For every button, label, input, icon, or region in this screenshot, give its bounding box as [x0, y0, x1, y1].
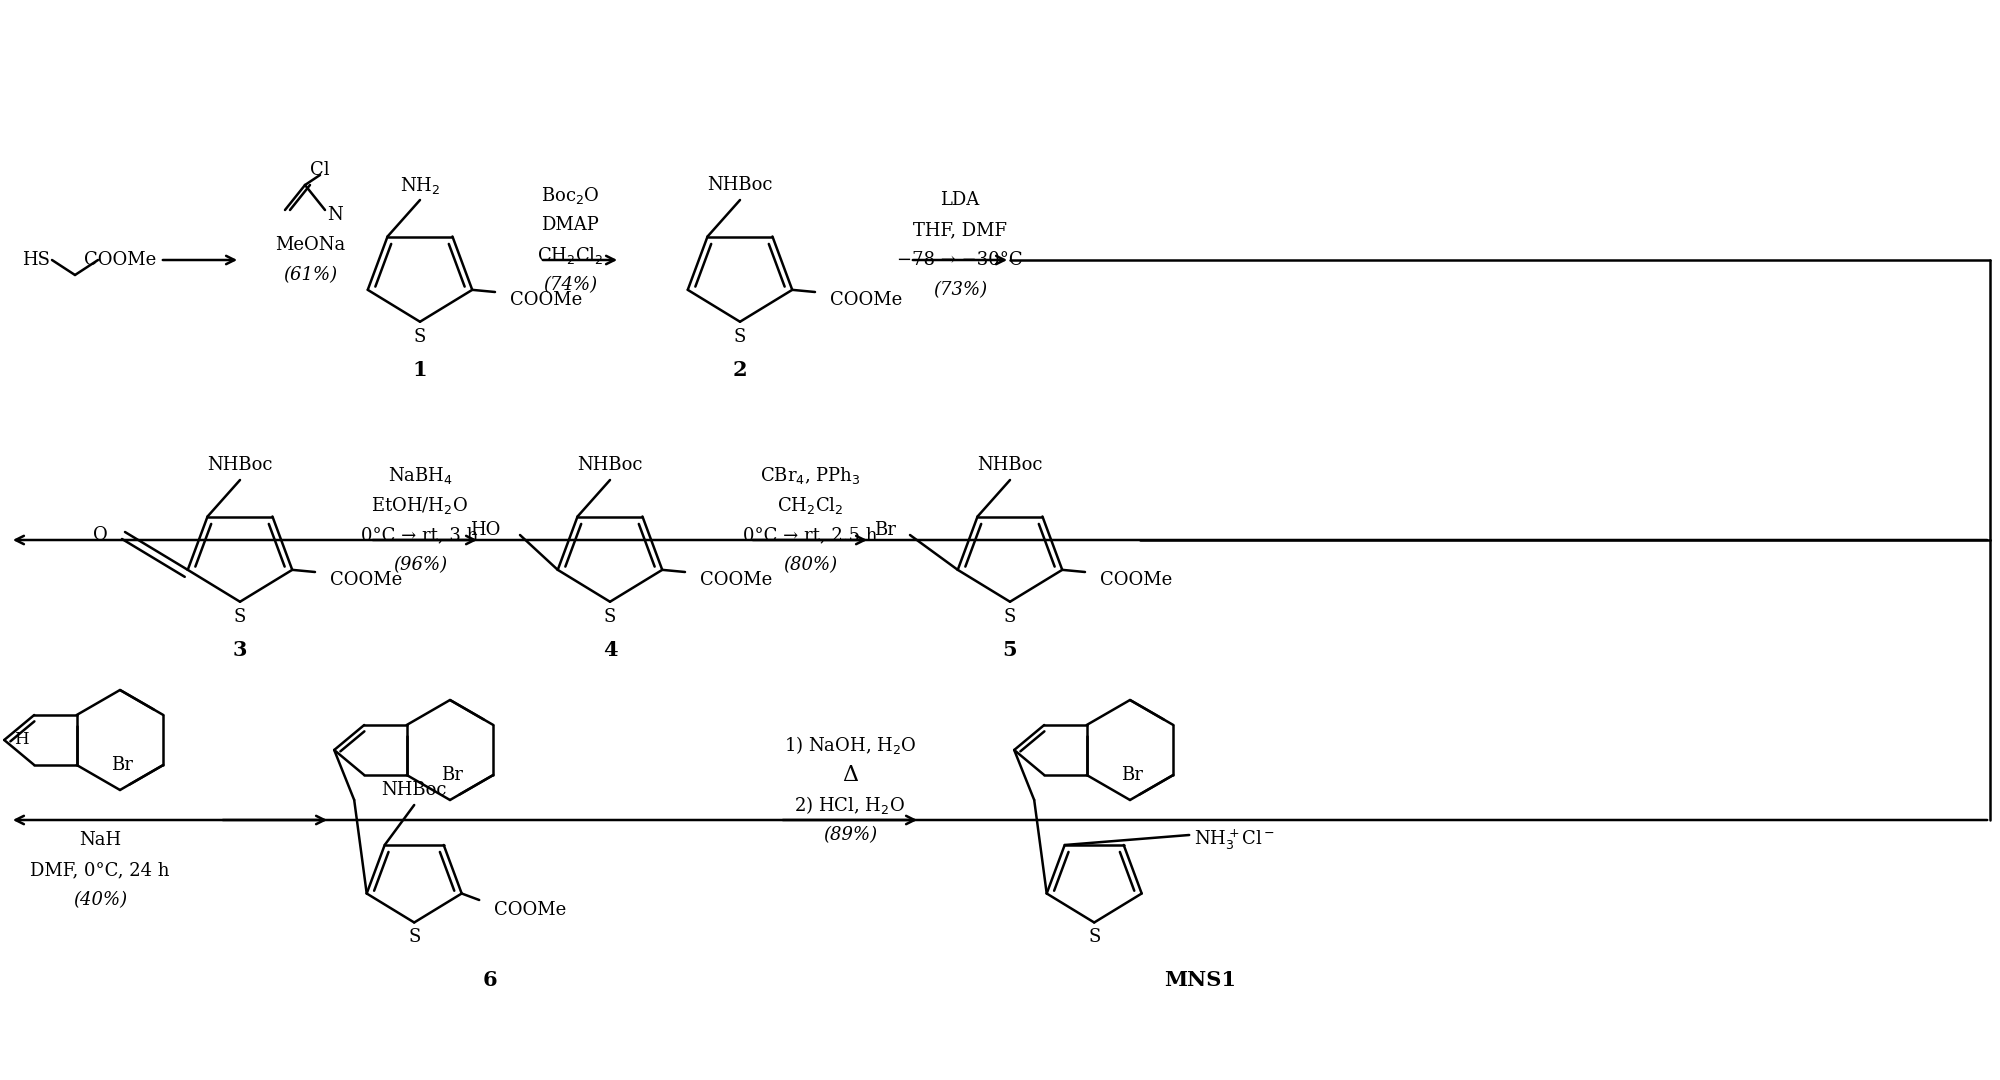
Text: NHBoc: NHBoc	[382, 781, 446, 799]
Text: DMAP: DMAP	[542, 216, 598, 234]
Text: 1) NaOH, H$_2$O: 1) NaOH, H$_2$O	[784, 734, 916, 756]
Text: (80%): (80%)	[782, 556, 838, 573]
Text: COOMe: COOMe	[1100, 571, 1172, 589]
Text: HO: HO	[470, 521, 500, 539]
Text: 0°C → rt, 3 h: 0°C → rt, 3 h	[362, 526, 478, 544]
Text: Boc$_2$O: Boc$_2$O	[540, 185, 600, 205]
Text: COOMe: COOMe	[510, 291, 582, 309]
Text: LDA: LDA	[940, 191, 980, 210]
Text: COOMe: COOMe	[830, 291, 902, 309]
Text: (89%): (89%)	[822, 826, 878, 843]
Text: 5: 5	[1002, 640, 1018, 660]
Text: N: N	[328, 206, 342, 224]
Text: NaH: NaH	[78, 831, 122, 849]
Text: (74%): (74%)	[542, 276, 598, 294]
Text: NaBH$_4$: NaBH$_4$	[388, 464, 452, 486]
Text: S: S	[734, 327, 746, 346]
Text: COOMe: COOMe	[84, 251, 156, 269]
Text: Br: Br	[442, 766, 464, 784]
Text: HS: HS	[22, 251, 50, 269]
Text: (73%): (73%)	[932, 281, 988, 299]
Text: Br: Br	[112, 756, 134, 774]
Text: Cl: Cl	[310, 161, 330, 179]
Text: −78 → −30°C: −78 → −30°C	[898, 251, 1022, 269]
Text: Δ: Δ	[842, 764, 858, 786]
Text: NH$_2$: NH$_2$	[400, 175, 440, 195]
Text: 1: 1	[412, 360, 428, 380]
Text: THF, DMF: THF, DMF	[912, 221, 1008, 239]
Text: NHBoc: NHBoc	[208, 456, 272, 474]
Text: Br: Br	[1122, 766, 1144, 784]
Text: 0°C → rt, 2.5 h: 0°C → rt, 2.5 h	[742, 526, 878, 544]
Text: CBr$_4$, PPh$_3$: CBr$_4$, PPh$_3$	[760, 464, 860, 486]
Text: COOMe: COOMe	[330, 571, 402, 589]
Text: 2) HCl, H$_2$O: 2) HCl, H$_2$O	[794, 794, 906, 816]
Text: CH$_2$Cl$_2$: CH$_2$Cl$_2$	[536, 244, 604, 266]
Text: S: S	[1088, 929, 1100, 946]
Text: S: S	[414, 327, 426, 346]
Text: 3: 3	[232, 640, 248, 660]
Text: EtOH/H$_2$O: EtOH/H$_2$O	[372, 495, 468, 515]
Text: COOMe: COOMe	[494, 901, 566, 919]
Text: S: S	[408, 929, 420, 946]
Text: COOMe: COOMe	[700, 571, 772, 589]
Text: 6: 6	[482, 970, 498, 990]
Text: NH$_3^+$Cl$^-$: NH$_3^+$Cl$^-$	[1194, 828, 1276, 852]
Text: MNS1: MNS1	[1164, 970, 1236, 990]
Text: Br: Br	[874, 521, 896, 539]
Text: H: H	[14, 731, 28, 748]
Text: (40%): (40%)	[72, 891, 128, 909]
Text: NHBoc: NHBoc	[978, 456, 1042, 474]
Text: MeONa: MeONa	[274, 237, 346, 254]
Text: (96%): (96%)	[392, 556, 448, 573]
Text: S: S	[1004, 608, 1016, 625]
Text: 4: 4	[602, 640, 618, 660]
Text: (61%): (61%)	[282, 266, 338, 284]
Text: DMF, 0°C, 24 h: DMF, 0°C, 24 h	[30, 861, 170, 879]
Text: NHBoc: NHBoc	[708, 176, 772, 194]
Text: S: S	[234, 608, 246, 625]
Text: 2: 2	[732, 360, 748, 380]
Text: S: S	[604, 608, 616, 625]
Text: O: O	[92, 526, 108, 544]
Text: NHBoc: NHBoc	[578, 456, 642, 474]
Text: CH$_2$Cl$_2$: CH$_2$Cl$_2$	[776, 495, 844, 515]
